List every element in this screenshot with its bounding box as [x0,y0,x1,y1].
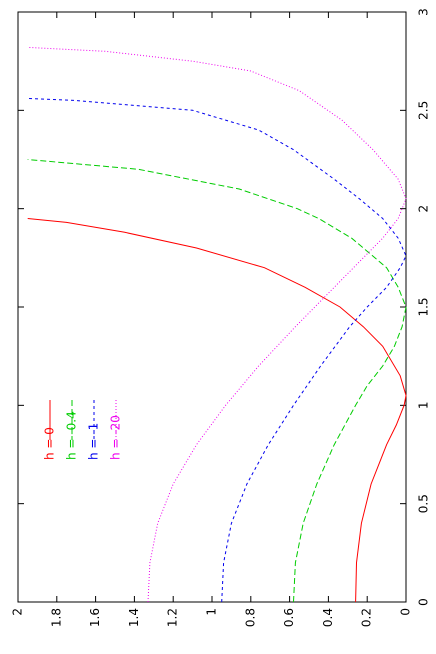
y-tick-label: 1.4 [127,608,141,627]
series-line-2 [27,98,407,603]
legend-label-1: h = -0.4 [65,411,79,460]
y-tick-label: 1.6 [88,608,102,627]
plot-frame [17,11,407,603]
y-tick-label: 1.2 [166,608,180,627]
series-line-0 [27,218,407,603]
legend-label-0: h = 0 [43,427,57,460]
y-tick-label: 1 [205,608,219,616]
y-tick-label: 2 [11,608,25,616]
x-tick-label: 0 [417,598,431,606]
y-tick-labels: 0 0.2 0.4 0.6 0.8 1 1.2 1.4 1.6 1.8 2 [11,608,413,627]
series-line-1 [27,159,407,603]
y-tick-label: 0 [399,608,413,616]
legend: h = 0 h = -0.4 h = -1 h = -20 [43,400,123,460]
legend-label-2: h = -1 [87,423,101,460]
series-line-3 [27,46,407,603]
legend-label-3: h = -20 [109,415,123,460]
x-tick-label: 3 [417,8,431,16]
y-tick-label: 0.2 [360,608,374,627]
y-tick-label: 1.8 [49,608,63,627]
x-tick-label: 1 [417,402,431,410]
x-tick-label: 2 [417,205,431,213]
axis-ticks [17,11,407,603]
x-tick-label: 0.5 [417,494,431,513]
x-tick-label: 2.5 [417,101,431,120]
series-curves [27,46,407,603]
y-tick-label: 0.4 [321,608,335,627]
x-tick-label: 1.5 [417,297,431,316]
y-tick-label: 0.8 [243,608,257,627]
x-tick-labels: 0 0.5 1 1.5 2 2.5 3 [417,8,431,606]
y-tick-label: 0.6 [282,608,296,627]
